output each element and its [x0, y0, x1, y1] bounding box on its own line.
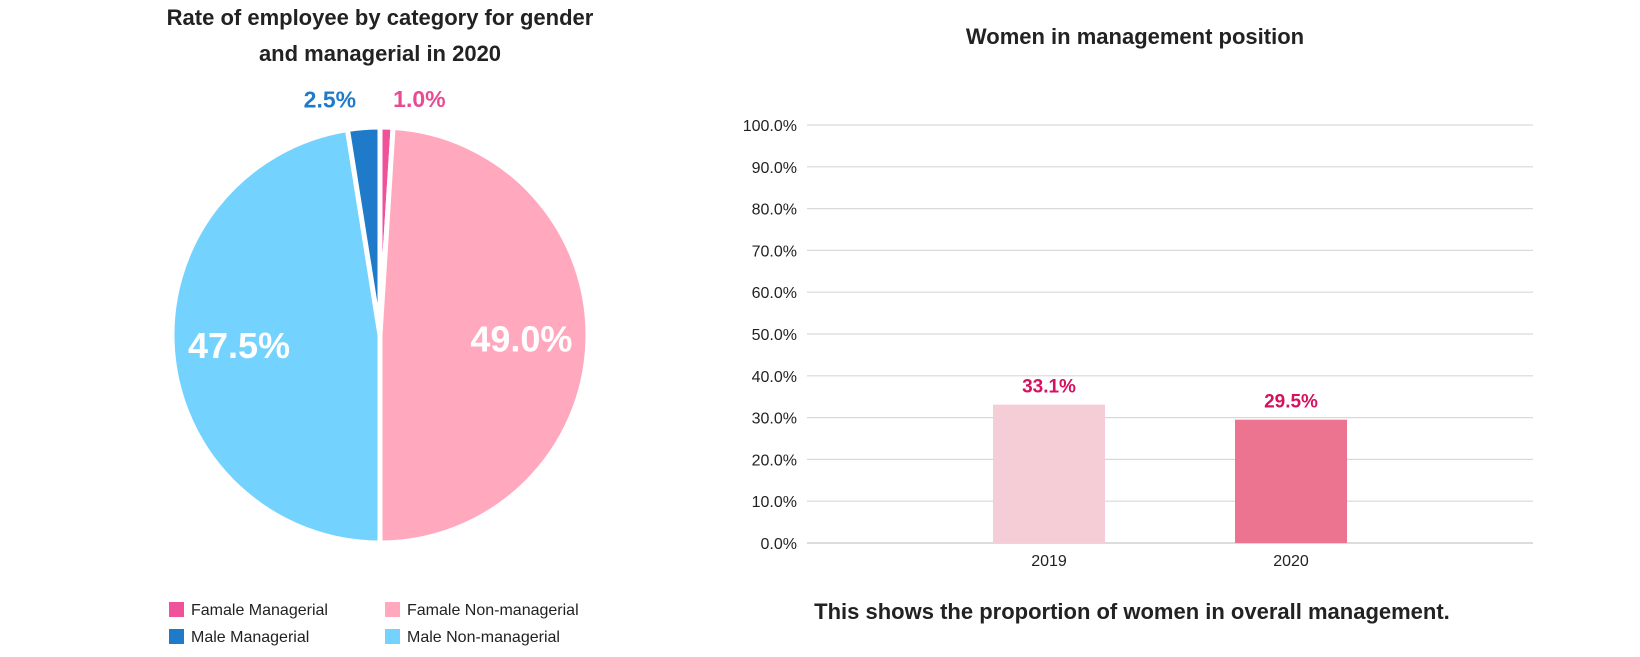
bar-data-label-2019: 33.1% — [1022, 377, 1076, 398]
bar-2019 — [993, 404, 1105, 543]
legend-label-famale-managerial: Famale Managerial — [191, 602, 328, 619]
pie-label-famale-managerial: 1.0% — [393, 86, 445, 112]
legend-label-male-non-managerial: Male Non-managerial — [407, 629, 560, 646]
legend-swatch-male-non-managerial — [385, 629, 400, 644]
legend-item-famale-non-managerial: Famale Non-managerial — [385, 602, 579, 619]
y-tick-label-6: 60.0% — [752, 285, 797, 302]
pie-title-line-2: and managerial in 2020 — [259, 41, 501, 66]
legend-label-male-managerial: Male Managerial — [191, 629, 309, 646]
pie-label-famale-non-managerial: 49.0% — [470, 318, 572, 359]
y-tick-label-4: 40.0% — [752, 369, 797, 386]
x-tick-label-2020: 2020 — [1273, 553, 1309, 570]
bar-data-labels: 33.1% 29.5% — [1022, 377, 1318, 413]
y-tick-label-8: 80.0% — [752, 202, 797, 219]
pie-title-line-1: Rate of employee by category for gender — [167, 5, 594, 30]
bar-y-axis-ticks: 0.0% 10.0% 20.0% 30.0% 40.0% 50.0% 60.0% 70.0% 8… — [743, 118, 797, 553]
pie-label-male-managerial: 2.5% — [304, 87, 356, 113]
legend-swatch-male-managerial — [169, 629, 184, 644]
y-tick-label-10: 100.0% — [743, 118, 797, 135]
y-tick-label-9: 90.0% — [752, 160, 797, 177]
bar-2020 — [1235, 419, 1347, 543]
bar-x-axis-ticks: 2019 2020 — [1031, 553, 1309, 570]
pie-legend: Famale Managerial Famale Non-managerial … — [169, 602, 579, 646]
pie-chart: Rate of employee by category for gender … — [167, 5, 594, 646]
pie-label-male-non-managerial: 47.5% — [188, 325, 290, 366]
y-tick-label-5: 50.0% — [752, 327, 797, 344]
legend-item-famale-managerial: Famale Managerial — [169, 602, 328, 619]
legend-label-famale-non-managerial: Famale Non-managerial — [407, 602, 579, 619]
y-tick-label-2: 20.0% — [752, 452, 797, 469]
y-tick-label-0: 0.0% — [761, 536, 797, 553]
pie-slice-male-non-managerial — [169, 127, 383, 546]
bar-chart: Women in management position 0.0% 10.0% 20… — [743, 24, 1533, 624]
bar-data-label-2020: 29.5% — [1264, 392, 1318, 413]
pie-slices — [169, 124, 591, 546]
bar-title: Women in management position — [966, 24, 1304, 49]
legend-swatch-famale-managerial — [169, 602, 184, 617]
x-tick-label-2019: 2019 — [1031, 553, 1067, 570]
pie-labels: 1.0% 49.0% 47.5% 2.5% — [188, 86, 572, 366]
y-tick-label-3: 30.0% — [752, 411, 797, 428]
y-tick-label-1: 10.0% — [752, 494, 797, 511]
pie-slice-male-managerial — [344, 124, 383, 338]
legend-swatch-famale-non-managerial — [385, 602, 400, 617]
bar-caption: This shows the proportion of women in ov… — [814, 599, 1450, 624]
legend-item-male-managerial: Male Managerial — [169, 629, 309, 646]
pie-slice-famale-non-managerial — [377, 124, 591, 546]
bar-gridlines — [807, 124, 1533, 544]
y-tick-label-7: 70.0% — [752, 243, 797, 260]
bar-bars — [993, 404, 1347, 543]
legend-item-male-non-managerial: Male Non-managerial — [385, 629, 560, 646]
